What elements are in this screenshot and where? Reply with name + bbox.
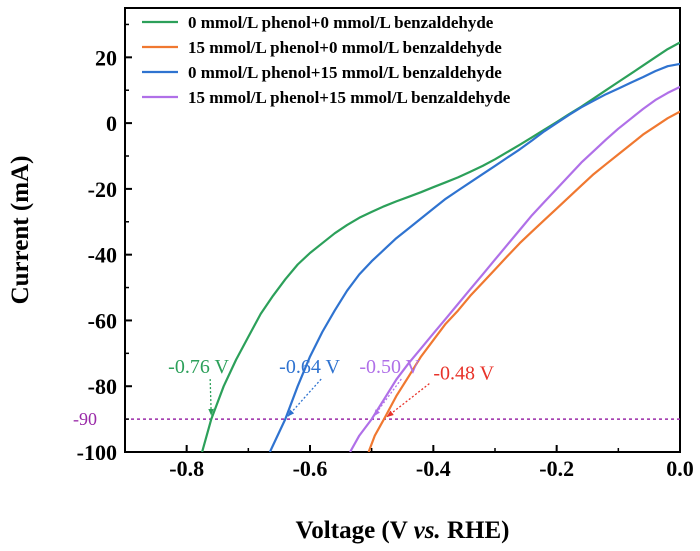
x-axis-title: Voltage (V vs. RHE)	[296, 517, 510, 544]
annotation-arrow-4	[386, 383, 430, 418]
legend-label-4: 15 mmol/L phenol+15 mmol/L benzaldehyde	[188, 88, 511, 107]
reference-line-label: -90	[73, 409, 97, 429]
x-axis-title-part-2: vs.	[414, 517, 441, 544]
x-tick-label-5: 0.0	[666, 456, 694, 481]
legend: 0 mmol/L phenol+0 mmol/L benzaldehyde 15 …	[142, 13, 511, 107]
x-tick-label-4: -0.2	[539, 456, 574, 481]
annotation-label-1: -0.76 V	[168, 356, 229, 378]
series-line-2	[367, 110, 680, 452]
x-tick-label-3: -0.4	[416, 456, 451, 481]
reference-line-group: -90	[73, 409, 680, 429]
x-axis-title-part-3: RHE)	[441, 517, 510, 544]
legend-label-2: 15 mmol/L phenol+0 mmol/L benzaldehyde	[188, 38, 502, 57]
annotation-group: -0.76 V -0.64 V -0.50 V -0.48 V	[168, 356, 495, 418]
annotation-arrow-2	[287, 378, 322, 417]
x-tick-label-2: -0.6	[293, 456, 328, 481]
y-tick-label-5: -20	[88, 177, 117, 202]
y-axis-title: Current (mA)	[7, 156, 34, 305]
x-tick-label-1: -0.8	[169, 456, 204, 481]
x-axis-title-part-1: Voltage (V	[296, 517, 414, 544]
y-tick-label-6: 0	[106, 111, 117, 136]
annotation-label-3: -0.50 V	[359, 356, 420, 378]
plot-frame	[124, 7, 681, 453]
axes-group: -0.8 -0.6 -0.4 -0.2 0.0 -100 -80 -60 -40 -20 0 20	[77, 23, 694, 481]
y-tick-label-7: 20	[95, 45, 117, 70]
annotation-arrow-1	[208, 379, 214, 416]
y-tick-label-1: -100	[77, 440, 117, 465]
y-tick-label-4: -40	[88, 243, 117, 268]
annotation-label-2: -0.64 V	[279, 356, 340, 378]
series-line-3	[268, 62, 680, 452]
series-line-4	[349, 85, 680, 452]
series-group	[201, 41, 680, 452]
y-tick-label-3: -60	[88, 308, 117, 333]
series-line-1	[201, 41, 680, 452]
annotation-label-4: -0.48 V	[433, 363, 494, 385]
y-tick-label-2: -80	[88, 374, 117, 399]
plot-area-border	[124, 7, 681, 453]
legend-label-1: 0 mmol/L phenol+0 mmol/L benzaldehyde	[188, 13, 494, 32]
legend-label-3: 0 mmol/L phenol+15 mmol/L benzaldehyde	[188, 63, 502, 82]
